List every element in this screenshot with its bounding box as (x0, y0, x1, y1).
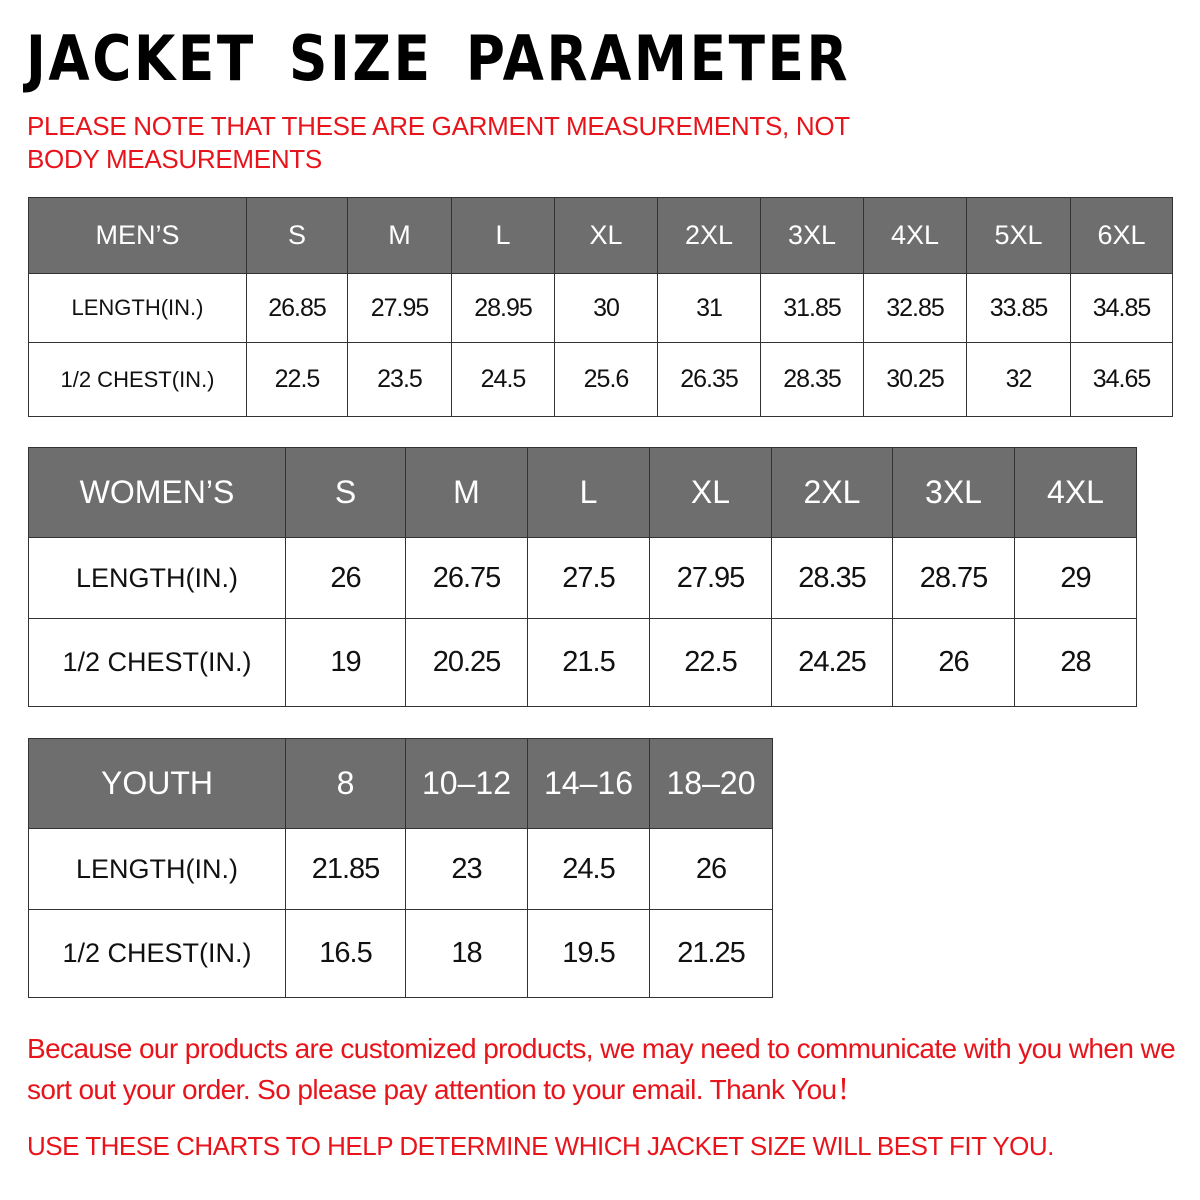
size-header: 3XL (892, 447, 1015, 538)
measurement-cell: 24.25 (771, 618, 893, 707)
measurement-cell: 24.5 (527, 828, 650, 910)
measurement-cell: 26 (285, 537, 406, 619)
measurement-cell: 21.5 (527, 618, 650, 707)
row-label: LENGTH(IN.) (28, 828, 286, 910)
measurement-cell: 24.5 (451, 342, 555, 417)
measurement-cell: 32.85 (863, 273, 967, 343)
page-title: JACKET SIZE PARAMETER (26, 22, 851, 95)
measurement-cell: 30.25 (863, 342, 967, 417)
measurement-cell: 33.85 (966, 273, 1071, 343)
size-header: 5XL (966, 197, 1071, 274)
measurement-cell: 34.65 (1070, 342, 1173, 417)
measurement-cell: 25.6 (554, 342, 658, 417)
measurement-cell: 28.35 (760, 342, 864, 417)
measurement-cell: 22.5 (649, 618, 772, 707)
measurement-cell: 31.85 (760, 273, 864, 343)
measurement-cell: 30 (554, 273, 658, 343)
size-header: 4XL (1014, 447, 1137, 538)
size-header: 14–16 (527, 738, 650, 829)
size-header: 10–12 (405, 738, 528, 829)
size-header: 18–20 (649, 738, 773, 829)
measurement-cell: 31 (657, 273, 761, 343)
measurement-cell: 26.75 (405, 537, 528, 619)
measurement-cell: 23 (405, 828, 528, 910)
footer-note: USE THESE CHARTS TO HELP DETERMINE WHICH… (27, 1131, 1054, 1161)
measurement-cell: 28 (1014, 618, 1137, 707)
measurement-cell: 34.85 (1070, 273, 1173, 343)
measurement-cell: 22.5 (246, 342, 348, 417)
measurement-cell: 19.5 (527, 909, 650, 998)
size-header: 8 (285, 738, 406, 829)
table-category-header: MEN’S (28, 197, 247, 274)
size-header: S (285, 447, 406, 538)
measurement-cell: 26 (892, 618, 1015, 707)
customization-message: Because our products are customized prod… (27, 1033, 1176, 1105)
measurement-cell: 29 (1014, 537, 1137, 619)
table-row: LENGTH(IN.) 21.85 23 24.5 26 (28, 828, 773, 910)
size-header: 2XL (657, 197, 761, 274)
measurement-cell: 26 (649, 828, 773, 910)
size-header: 2XL (771, 447, 893, 538)
size-header: M (347, 197, 452, 274)
measurement-cell: 23.5 (347, 342, 452, 417)
measurement-cell: 27.5 (527, 537, 650, 619)
row-label: LENGTH(IN.) (28, 273, 247, 343)
measurement-cell: 19 (285, 618, 406, 707)
table-row: 1/2 CHEST(IN.) 19 20.25 21.5 22.5 24.25 26 28 (28, 618, 1137, 707)
measurement-cell: 27.95 (649, 537, 772, 619)
row-label: LENGTH(IN.) (28, 537, 286, 619)
measurement-cell: 16.5 (285, 909, 406, 998)
size-header: S (246, 197, 348, 274)
table-row: LENGTH(IN.) 26 26.75 27.5 27.95 28.35 28.75 29 (28, 537, 1137, 619)
row-label: 1/2 CHEST(IN.) (28, 342, 247, 417)
table-category-header: WOMEN’S (28, 447, 286, 538)
measurement-cell: 28.95 (451, 273, 555, 343)
womens-size-table: WOMEN’S S M L XL 2XL 3XL 4XL LENGTH(IN.) 26 26.75 2… (28, 447, 1137, 707)
size-header: XL (554, 197, 658, 274)
size-header: L (527, 447, 650, 538)
table-row: LENGTH(IN.) 26.85 27.95 28.95 30 31 31.85 32.85… (28, 273, 1173, 343)
size-header: L (451, 197, 555, 274)
measurement-cell: 28.35 (771, 537, 893, 619)
row-label: 1/2 CHEST(IN.) (28, 909, 286, 998)
table-row: 1/2 CHEST(IN.) 22.5 23.5 24.5 25.6 26.35 28.35… (28, 342, 1173, 417)
measurement-cell: 18 (405, 909, 528, 998)
size-header: XL (649, 447, 772, 538)
header-row: WOMEN’S S M L XL 2XL 3XL 4XL (28, 447, 1137, 538)
measurement-note: PLEASE NOTE THAT THESE ARE GARMENT MEASU… (27, 111, 850, 174)
measurement-cell: 32 (966, 342, 1071, 417)
measurement-cell: 26.35 (657, 342, 761, 417)
measurement-cell: 20.25 (405, 618, 528, 707)
measurement-cell: 21.85 (285, 828, 406, 910)
size-header: 6XL (1070, 197, 1173, 274)
row-label: 1/2 CHEST(IN.) (28, 618, 286, 707)
table-row: 1/2 CHEST(IN.) 16.5 18 19.5 21.25 (28, 909, 773, 998)
header-row: MEN’S S M L XL 2XL 3XL 4XL 5XL 6XL (28, 197, 1173, 274)
youth-size-table: YOUTH 8 10–12 14–16 18–20 LENGTH(IN.) 21.85 23 2… (28, 738, 773, 998)
mens-size-table: MEN’S S M L XL 2XL 3XL 4XL 5XL 6XL LENGTH(IN.) 26.8… (28, 197, 1173, 417)
size-header: 4XL (863, 197, 967, 274)
measurement-cell: 26.85 (246, 273, 348, 343)
header-row: YOUTH 8 10–12 14–16 18–20 (28, 738, 773, 829)
measurement-cell: 27.95 (347, 273, 452, 343)
size-header: 3XL (760, 197, 864, 274)
table-category-header: YOUTH (28, 738, 286, 829)
size-header: M (405, 447, 528, 538)
measurement-cell: 28.75 (892, 537, 1015, 619)
measurement-cell: 21.25 (649, 909, 773, 998)
